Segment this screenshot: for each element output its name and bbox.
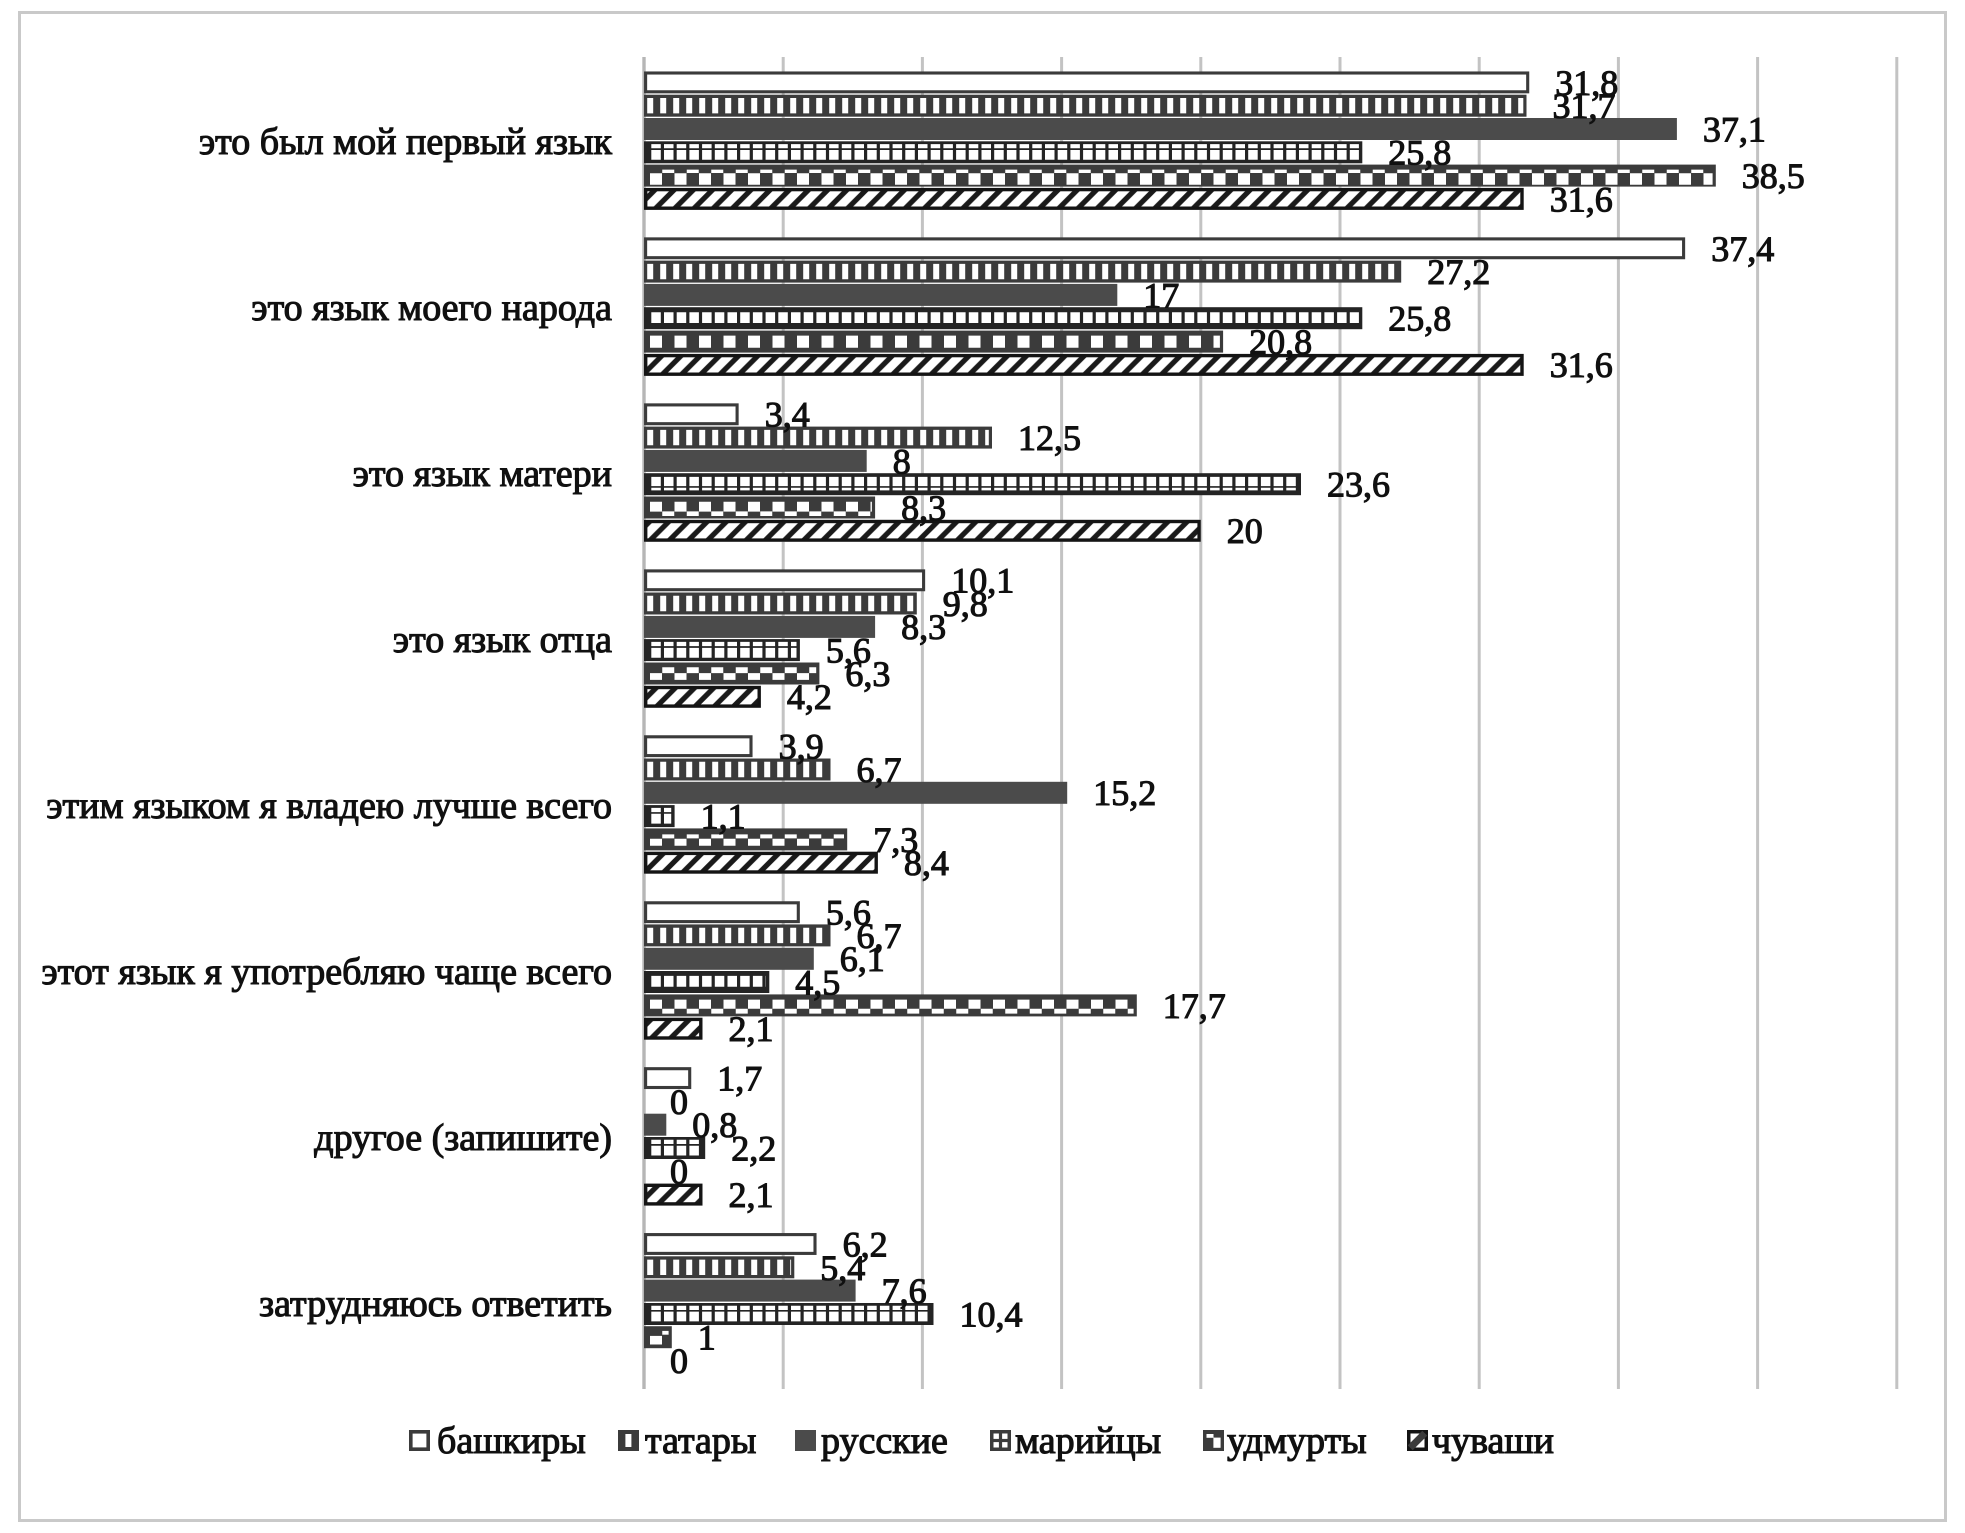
svg-text:5,6: 5,6 (826, 893, 871, 933)
svg-text:17,7: 17,7 (1163, 986, 1226, 1026)
svg-text:6,1: 6,1 (840, 939, 885, 979)
svg-text:5,6: 5,6 (826, 631, 871, 671)
svg-text:31,6: 31,6 (1550, 345, 1613, 385)
svg-text:3,9: 3,9 (779, 727, 824, 767)
svg-text:затрудняюсь ответить: затрудняюсь ответить (259, 1283, 612, 1325)
svg-text:15,2: 15,2 (1093, 773, 1156, 813)
svg-text:31,6: 31,6 (1550, 179, 1613, 219)
svg-text:это был мой первый язык: это был мой первый язык (199, 121, 613, 163)
svg-text:3,4: 3,4 (765, 395, 810, 435)
svg-text:4,5: 4,5 (795, 962, 840, 1002)
svg-text:0: 0 (670, 1341, 688, 1381)
svg-text:башкиры: башкиры (437, 1420, 586, 1462)
svg-text:6,3: 6,3 (845, 654, 890, 694)
svg-text:этот язык я употребляю чаще вс: этот язык я употребляю чаще всего (41, 951, 612, 993)
svg-text:7,3: 7,3 (873, 820, 918, 860)
svg-text:7,6: 7,6 (882, 1271, 927, 1311)
svg-text:0,8: 0,8 (692, 1105, 737, 1145)
svg-text:8,3: 8,3 (901, 607, 946, 647)
svg-text:20: 20 (1227, 511, 1263, 551)
svg-text:это язык матери: это язык матери (353, 453, 612, 495)
svg-text:6,2: 6,2 (843, 1225, 888, 1265)
svg-text:1,1: 1,1 (701, 797, 746, 837)
svg-text:другое (запишите): другое (запишите) (314, 1117, 612, 1159)
svg-text:25,8: 25,8 (1388, 133, 1451, 173)
svg-text:10,4: 10,4 (960, 1294, 1023, 1334)
svg-text:17: 17 (1143, 275, 1179, 315)
svg-text:8,3: 8,3 (901, 488, 946, 528)
svg-text:27,2: 27,2 (1427, 252, 1490, 292)
svg-text:0: 0 (670, 1082, 688, 1122)
svg-text:чуваши: чуваши (1432, 1420, 1554, 1462)
svg-text:31,8: 31,8 (1555, 63, 1618, 103)
svg-text:38,5: 38,5 (1742, 156, 1805, 196)
svg-text:1: 1 (698, 1318, 716, 1358)
svg-text:20,8: 20,8 (1249, 322, 1312, 362)
svg-text:12,5: 12,5 (1018, 418, 1081, 458)
svg-text:6,7: 6,7 (857, 750, 902, 790)
svg-text:37,4: 37,4 (1711, 229, 1774, 269)
svg-text:марийцы: марийцы (1015, 1420, 1161, 1462)
svg-text:8,4: 8,4 (904, 843, 949, 883)
svg-text:25,8: 25,8 (1388, 299, 1451, 339)
svg-text:6,7: 6,7 (857, 916, 902, 956)
svg-text:37,1: 37,1 (1703, 109, 1766, 149)
svg-text:удмурты: удмурты (1227, 1420, 1367, 1462)
svg-text:этим языком я владею лучше все: этим языком я владею лучше всего (46, 785, 612, 827)
svg-text:2,2: 2,2 (731, 1128, 776, 1168)
svg-text:31,7: 31,7 (1553, 86, 1616, 126)
svg-text:это язык отца: это язык отца (393, 619, 612, 661)
svg-text:татары: татары (645, 1420, 756, 1462)
svg-text:0: 0 (670, 1152, 688, 1192)
svg-text:8: 8 (893, 441, 911, 481)
svg-text:2,1: 2,1 (729, 1009, 774, 1049)
svg-text:русские: русские (821, 1420, 948, 1462)
svg-text:23,6: 23,6 (1327, 465, 1390, 505)
svg-text:4,2: 4,2 (787, 677, 832, 717)
svg-text:5,4: 5,4 (820, 1248, 865, 1288)
svg-text:это язык моего народа: это язык моего народа (251, 287, 612, 329)
svg-text:2,1: 2,1 (729, 1175, 774, 1215)
svg-text:9,8: 9,8 (943, 584, 988, 624)
svg-text:10,1: 10,1 (951, 561, 1014, 601)
svg-text:1,7: 1,7 (717, 1059, 762, 1099)
